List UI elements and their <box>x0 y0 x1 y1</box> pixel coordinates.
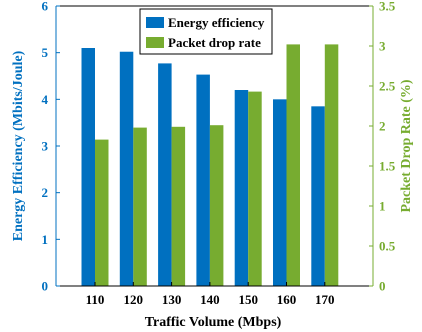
left-y-tick-label-4: 4 <box>42 92 49 107</box>
bar-energy-efficiency-140 <box>196 74 210 286</box>
x-tick-label-140: 140 <box>200 292 220 307</box>
right-y-tick-labels: 0 0.5 1 1.5 2 2.5 3 3.5 <box>379 0 396 294</box>
x-tick-label-160: 160 <box>277 292 297 307</box>
legend: Energy efficiency Packet drop rate <box>139 8 273 55</box>
left-y-axis-label: Energy Efficiency (Mbits/Joule) <box>11 50 26 241</box>
right-y-tick-label-3.5: 3.5 <box>379 0 396 14</box>
right-y-tick-label-3: 3 <box>379 39 386 54</box>
left-y-tick-label-1: 1 <box>42 232 49 247</box>
bar-packet-drop-rate-150 <box>248 91 262 286</box>
right-y-axis-label: Packet Drop Rate (%) <box>399 79 414 212</box>
left-y-tick-label-5: 5 <box>42 45 49 60</box>
bar-energy-efficiency-160 <box>273 99 287 286</box>
left-y-tick-label-3: 3 <box>42 139 49 154</box>
right-y-tick-label-0.5: 0.5 <box>379 239 396 254</box>
bar-packet-drop-rate-170 <box>324 44 339 287</box>
bar-packet-drop-rate-160 <box>286 44 300 287</box>
right-y-tick-label-1.5: 1.5 <box>379 159 396 174</box>
bar-packet-drop-rate-110 <box>95 139 109 286</box>
axes <box>55 5 374 287</box>
bar-energy-efficiency-120 <box>119 51 134 287</box>
right-y-tick-label-2: 2 <box>379 119 386 134</box>
right-y-tick-label-0: 0 <box>379 279 386 294</box>
x-tick-label-130: 130 <box>162 292 182 307</box>
x-tick-label-120: 120 <box>124 292 144 307</box>
left-y-tick-label-6: 6 <box>42 0 49 14</box>
bar-energy-efficiency-170 <box>311 106 325 286</box>
legend-label-energy-efficiency: Energy efficiency <box>168 15 265 30</box>
left-y-tick-label-0: 0 <box>42 279 49 294</box>
bar-energy-efficiency-130 <box>158 63 172 287</box>
bar-packet-drop-rate-120 <box>133 127 147 286</box>
energy-efficiency-bars <box>81 48 325 287</box>
bar-energy-efficiency-150 <box>234 90 249 286</box>
left-y-tick-label-2: 2 <box>42 185 49 200</box>
x-tick-labels: 110 120 130 140 150 160 170 <box>86 292 335 307</box>
bar-packet-drop-rate-130 <box>171 126 186 286</box>
right-y-tick-label-2.5: 2.5 <box>379 79 396 94</box>
legend-swatch-packet-drop-rate <box>146 37 164 48</box>
packet-drop-rate-bars <box>95 44 339 287</box>
legend-swatch-energy-efficiency <box>146 17 164 28</box>
x-tick-label-150: 150 <box>238 292 258 307</box>
bar-packet-drop-rate-140 <box>209 125 224 286</box>
bar-energy-efficiency-110 <box>81 48 95 286</box>
legend-label-packet-drop-rate: Packet drop rate <box>168 35 261 50</box>
x-tick-label-170: 170 <box>315 292 335 307</box>
x-tick-label-110: 110 <box>86 292 105 307</box>
x-axis-label: Traffic Volume (Mbps) <box>145 315 282 330</box>
left-y-tick-labels: 0 1 2 3 4 5 6 <box>42 0 49 294</box>
right-y-tick-label-1: 1 <box>379 199 386 214</box>
